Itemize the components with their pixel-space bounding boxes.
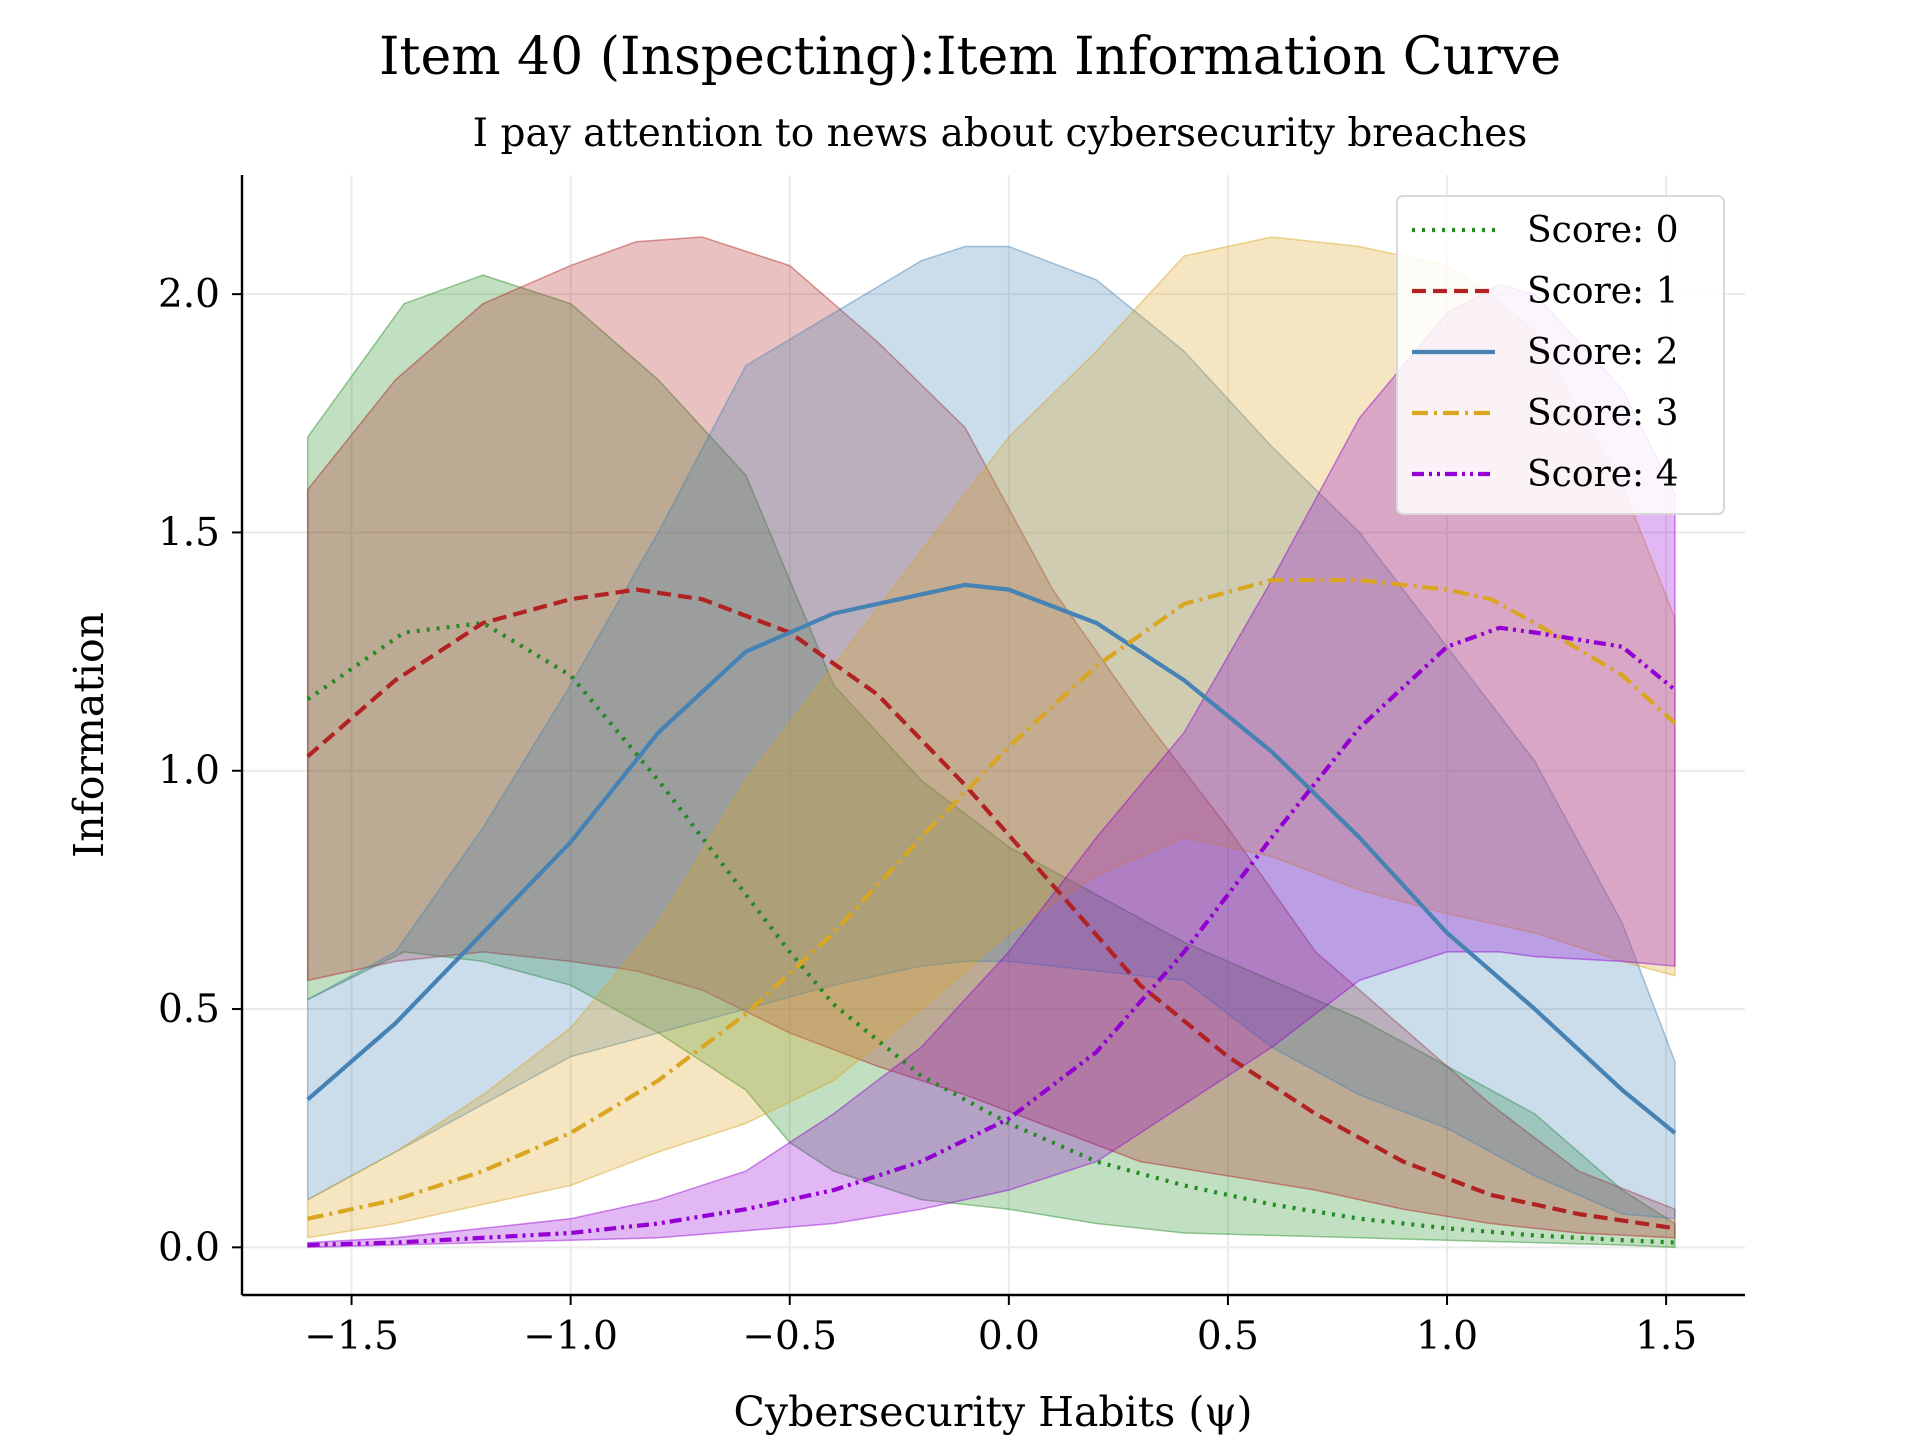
x-tick-label: −1.5 [304, 1314, 399, 1359]
chart-title: Item 40 (Inspecting):Item Information Cu… [379, 27, 1561, 87]
axes [240, 175, 1745, 1297]
y-tick-label: 2.0 [158, 272, 220, 317]
y-tick-label: 0.5 [158, 987, 220, 1032]
line-score-2 [306, 582, 1677, 1135]
legend: Score: 0 Score: 1 Score: 2 Score: 3 Score: 4 [1396, 195, 1725, 515]
line-score-4 [307, 625, 1677, 1248]
ticks: −1.5 −1.0 −0.5 0.0 0.5 1.0 1.5 0.0 0.5 1.0 1.5 2.0 [158, 272, 1697, 1359]
y-tick-label: 1.0 [158, 749, 220, 794]
x-tick-label: 0.5 [1197, 1314, 1259, 1359]
band-score-2 [306, 245, 1676, 1220]
legend-label-score-1: Score: 1 [1527, 271, 1679, 312]
band-score-1 [306, 236, 1676, 1239]
x-tick-label: 0.0 [978, 1314, 1040, 1359]
x-tick-label: 1.5 [1635, 1314, 1697, 1359]
x-axis-label: Cybersecurity Habits (ψ) [734, 1388, 1253, 1436]
chart-subtitle: I pay attention to news about cybersecur… [473, 111, 1528, 156]
legend-label-score-3: Score: 3 [1527, 393, 1679, 434]
legend-label-score-0: Score: 0 [1527, 210, 1679, 251]
y-axis-label: Information [65, 612, 113, 858]
x-tick-label: −0.5 [742, 1314, 837, 1359]
line-score-0 [306, 620, 1675, 1245]
line-score-1 [306, 587, 1676, 1231]
x-tick-label: 1.0 [1416, 1314, 1478, 1359]
band-score-0 [306, 274, 1676, 1249]
grid-lines [242, 175, 1745, 1295]
legend-label-score-4: Score: 4 [1527, 454, 1679, 495]
y-tick-label: 1.5 [158, 510, 220, 555]
series-lines [306, 577, 1677, 1248]
legend-frame [1396, 195, 1725, 515]
band-score-4 [306, 283, 1676, 1249]
line-score-3 [307, 577, 1677, 1221]
y-tick-label: 0.0 [158, 1225, 220, 1270]
confidence-bands [306, 236, 1676, 1249]
x-tick-label: −1.0 [523, 1314, 618, 1359]
legend-label-score-2: Score: 2 [1527, 332, 1679, 373]
